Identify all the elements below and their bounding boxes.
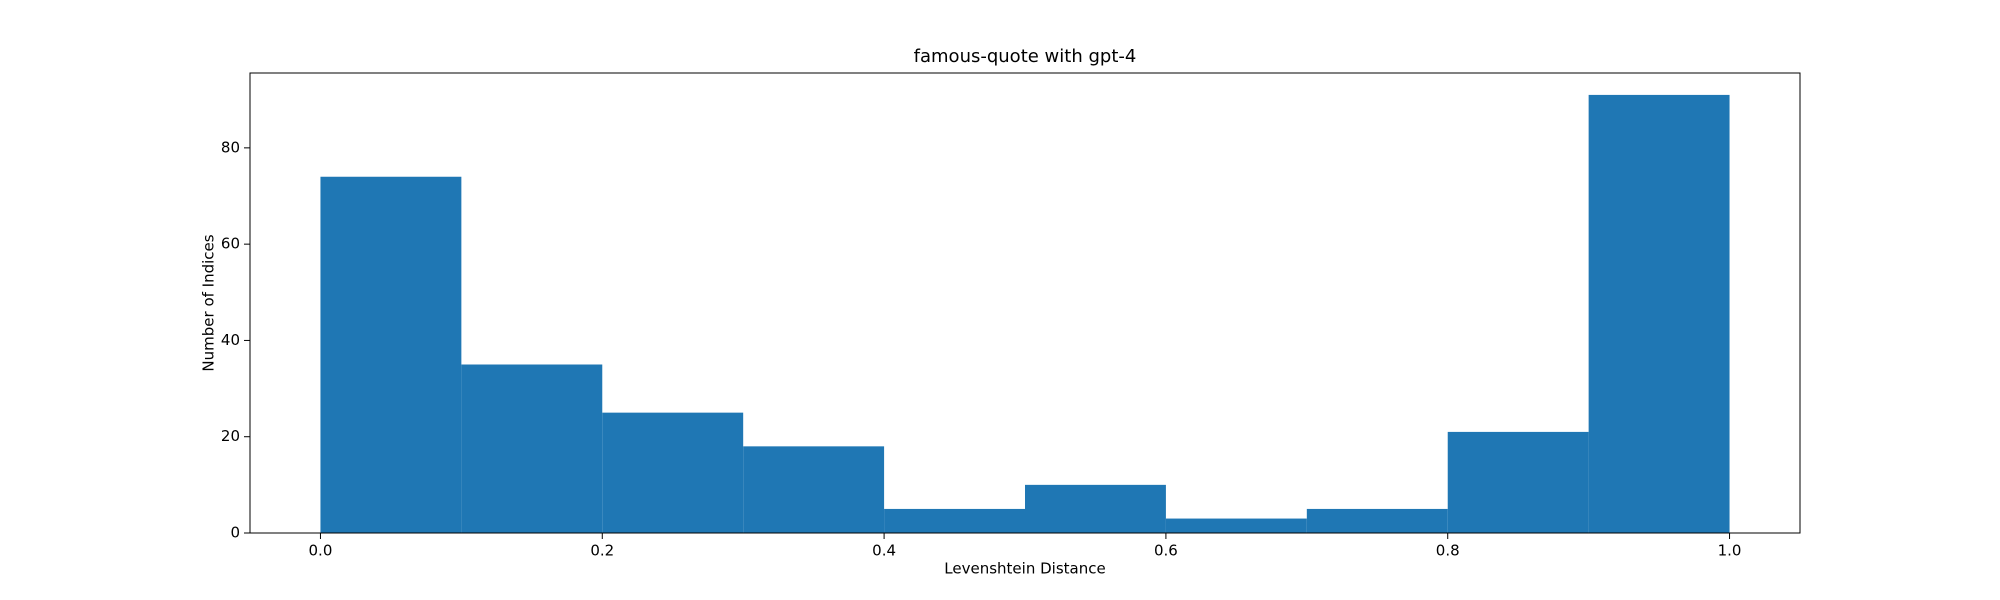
x-tick-label: 1.0 xyxy=(1718,542,1742,560)
y-tick-label: 80 xyxy=(221,138,240,156)
bar xyxy=(743,446,885,533)
chart-title: famous-quote with gpt-4 xyxy=(914,46,1137,67)
bar xyxy=(1306,508,1448,533)
x-axis-label: Levenshtein Distance xyxy=(944,560,1105,578)
y-tick-label: 20 xyxy=(221,427,240,445)
plot-frame xyxy=(249,72,1801,534)
y-tick-label: 40 xyxy=(221,331,240,349)
bar xyxy=(884,508,1025,533)
bar xyxy=(1165,518,1307,533)
x-tick-label: 0.4 xyxy=(872,542,896,560)
x-tick-label: 0.0 xyxy=(309,542,333,560)
y-tick-label: 0 xyxy=(230,524,240,542)
bar xyxy=(1025,484,1166,533)
bar xyxy=(602,412,744,533)
x-tick-label: 0.2 xyxy=(590,542,614,560)
bar xyxy=(461,364,603,533)
x-tick-label: 0.8 xyxy=(1436,542,1460,560)
y-axis-label: Number of Indices xyxy=(200,234,218,371)
x-tick-label: 0.6 xyxy=(1154,542,1178,560)
bar xyxy=(1588,94,1730,534)
bar xyxy=(320,176,462,533)
y-tick-label: 60 xyxy=(221,235,240,253)
bar xyxy=(1447,431,1589,533)
